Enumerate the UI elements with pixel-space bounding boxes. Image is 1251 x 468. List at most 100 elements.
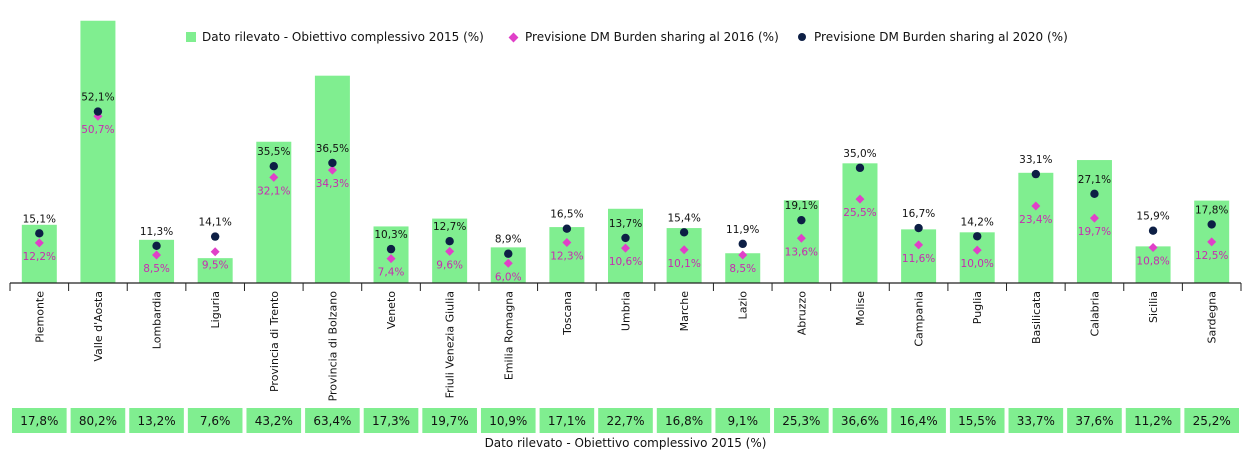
diamond-point (562, 238, 572, 248)
dot-point (328, 158, 337, 168)
diamond-data-label: 6,0% (495, 271, 522, 283)
dot-data-label: 35,0% (843, 148, 876, 160)
diamond-data-label: 9,6% (436, 259, 463, 271)
table-cell-value: 10,9% (489, 414, 527, 428)
dot-point (152, 241, 161, 251)
legend-item-dot: Previsione DM Burden sharing al 2020 (%) (798, 30, 1068, 44)
legend-dot-swatch (798, 33, 806, 41)
diamond-point (738, 250, 748, 260)
diamond-data-label: 9,5% (202, 260, 229, 272)
dot-point (35, 229, 44, 238)
diamond-data-label: 12,3% (550, 251, 583, 263)
diamond-data-label: 50,7% (81, 124, 114, 136)
diamond-point (269, 172, 279, 182)
diamond-point (914, 240, 924, 250)
dot-data-label: 19,1% (785, 200, 818, 212)
diamond-data-label: 8,5% (143, 263, 170, 275)
diamond-data-label: 23,4% (1019, 214, 1052, 226)
table-cell (656, 408, 712, 433)
diamond-data-label: 32,1% (257, 185, 290, 197)
table-cell-value: 33,7% (1017, 414, 1055, 428)
table-cell (539, 408, 595, 433)
category-label: Lazio (737, 291, 750, 320)
table-cell-value: 17,8% (20, 414, 58, 428)
diamond-data-label: 25,5% (843, 207, 876, 219)
diamond-point (1031, 201, 1041, 211)
table-cell (305, 408, 360, 433)
diamond-point (445, 246, 455, 256)
table-cell (598, 408, 653, 433)
diamond-point (1207, 237, 1217, 247)
category-label: Puglia (971, 291, 984, 324)
category-label: Sicilia (1147, 291, 1160, 323)
bar (1135, 246, 1171, 283)
dot-data-label: 15,4% (667, 212, 700, 224)
table-cell (774, 408, 829, 433)
table-cell-value: 16,8% (665, 414, 703, 428)
dot-point (93, 107, 103, 116)
dot-point (797, 215, 806, 225)
category-label: Emilia Romagna (502, 291, 515, 380)
category-label: Toscana (561, 291, 574, 336)
category-label: Piemonte (33, 291, 46, 343)
table-cell (187, 408, 243, 433)
diamond-point (152, 250, 162, 260)
table-cell-value: 9,1% (727, 414, 758, 428)
legend-item-bar: Dato rilevato - Obiettivo complessivo 20… (186, 30, 484, 44)
bottom-table-title: Dato rilevato - Obiettivo complessivo 20… (484, 436, 767, 450)
dot-point (1090, 189, 1099, 199)
dot-data-label: 15,9% (1136, 211, 1169, 223)
category-label: Provincia di Bolzano (326, 291, 339, 402)
category-label: Liguria (209, 291, 222, 328)
bar (901, 229, 937, 283)
category-label: Veneto (385, 291, 398, 329)
diamond-data-label: 34,3% (316, 178, 349, 190)
table-cell-value: 13,2% (137, 414, 175, 428)
diamond-data-label: 13,6% (785, 246, 818, 258)
diamond-point (621, 243, 630, 253)
legend-diamond-label: Previsione DM Burden sharing al 2016 (%) (525, 30, 779, 44)
category-label: Lombardia (151, 291, 164, 349)
diamond-data-label: 7,4% (378, 267, 405, 279)
category-label: Marche (678, 291, 691, 332)
table-cell (363, 408, 419, 433)
legend-dot-label: Previsione DM Burden sharing al 2020 (%) (814, 30, 1068, 44)
dot-data-label: 36,5% (316, 143, 349, 155)
table-cell-value: 17,1% (548, 414, 586, 428)
diamond-point (855, 194, 865, 204)
diamond-point (1089, 213, 1099, 223)
dot-data-label: 52,1% (81, 92, 114, 104)
table-cell (891, 408, 946, 433)
table-cell (246, 408, 302, 433)
dot-point (504, 249, 513, 258)
dot-data-label: 35,5% (257, 146, 290, 158)
table-cell-value: 11,2% (1134, 414, 1172, 428)
table-cell-value: 25,3% (782, 414, 820, 428)
bar (1018, 172, 1054, 283)
category-label: Friuli Venezia Giulia (444, 291, 457, 398)
diamond-point (34, 238, 44, 248)
diamond-point (796, 233, 806, 243)
dot-point (679, 228, 689, 237)
diamond-point (386, 254, 396, 264)
table-cell-value: 43,2% (255, 414, 293, 428)
table-cell-value: 15,5% (958, 414, 996, 428)
table-cell-value: 80,2% (79, 414, 117, 428)
diamond-point (327, 165, 337, 175)
category-label: Basilicata (1030, 291, 1043, 344)
dot-point (210, 232, 220, 241)
bar (80, 20, 116, 283)
diamond-data-label: 12,2% (23, 251, 56, 263)
table-cell (480, 408, 536, 433)
table-cell (949, 408, 1005, 433)
diamond-data-label: 10,6% (609, 256, 642, 268)
diamond-point (679, 245, 689, 255)
legend-bar-swatch (186, 32, 196, 42)
dot-data-label: 33,1% (1019, 154, 1052, 166)
table-cell (1008, 408, 1064, 433)
table-cell (1184, 408, 1239, 433)
diamond-data-label: 10,1% (667, 258, 700, 270)
diamond-data-label: 12,5% (1195, 250, 1228, 262)
category-label: Calabria (1088, 291, 1101, 337)
legend-bar-label: Dato rilevato - Obiettivo complessivo 20… (202, 30, 484, 44)
